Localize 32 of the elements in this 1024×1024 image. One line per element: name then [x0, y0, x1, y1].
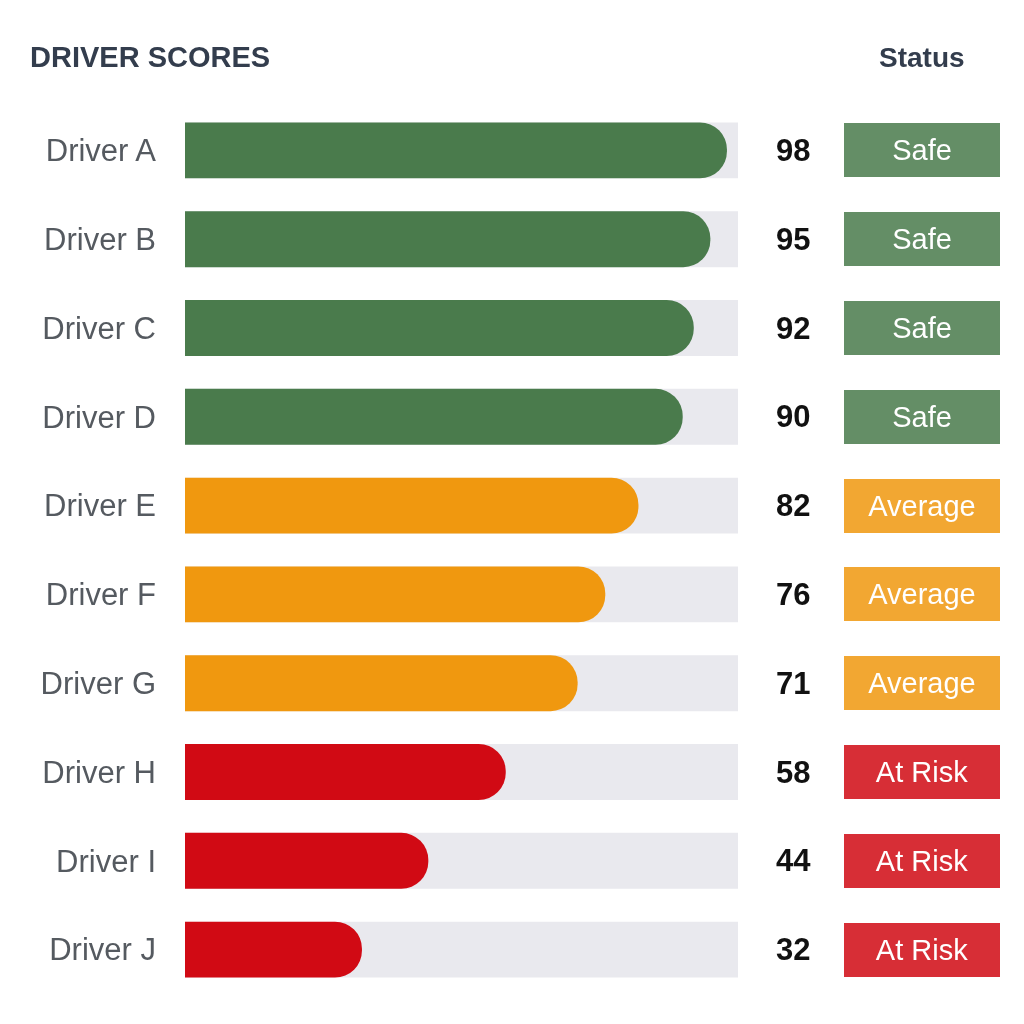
- y-tick-label: Driver F: [45, 577, 156, 613]
- text: At Risk: [875, 756, 969, 788]
- text: At Risk: [875, 934, 969, 966]
- text: Status: [879, 42, 965, 73]
- text: Average: [868, 578, 976, 610]
- chart-title: DRIVER SCORES: [30, 41, 271, 74]
- y-tick-label: Driver E: [44, 488, 156, 524]
- data-label: 90: [776, 399, 811, 434]
- data-label: 82: [776, 488, 811, 523]
- data-label: 95: [776, 222, 811, 257]
- y-tick-label: Driver H: [42, 754, 156, 790]
- text: Safe: [892, 401, 952, 433]
- data-label: 32: [776, 932, 811, 967]
- data-label: 92: [776, 311, 811, 346]
- text: Safe: [892, 223, 952, 255]
- text: Safe: [892, 134, 952, 166]
- data-label: 98: [776, 133, 811, 168]
- data-label: 71: [776, 666, 811, 701]
- data-label: 44: [776, 843, 812, 878]
- y-tick-label: Driver I: [56, 843, 156, 879]
- y-tick-label: Driver C: [42, 310, 156, 346]
- y-tick-label: Driver G: [40, 666, 156, 702]
- y-tick-label: Driver D: [42, 399, 156, 435]
- text: Average: [868, 667, 976, 699]
- y-tick-label: Driver J: [49, 932, 156, 968]
- y-tick-label: Driver B: [44, 222, 156, 258]
- text: Safe: [892, 312, 952, 344]
- text: Average: [868, 490, 976, 522]
- y-tick-label: Driver A: [45, 133, 157, 169]
- text: At Risk: [875, 845, 969, 877]
- data-label: 76: [776, 577, 811, 612]
- data-label: 58: [776, 755, 811, 790]
